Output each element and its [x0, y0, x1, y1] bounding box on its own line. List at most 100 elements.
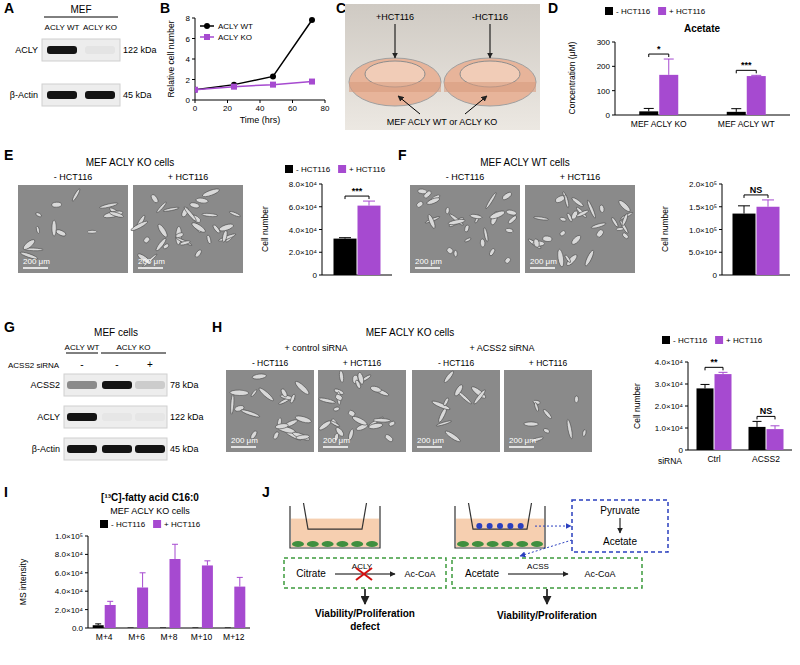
cell	[318, 419, 332, 431]
blot-size-label: 78 kDa	[170, 380, 199, 390]
pathway-box	[452, 558, 642, 588]
cell	[501, 191, 513, 201]
image-label: + HCT116	[343, 358, 382, 368]
y-tick	[685, 450, 688, 451]
y-tick-label: 0	[186, 96, 191, 105]
y-tick-label: 2.0×10⁵	[689, 180, 717, 189]
cell	[322, 541, 334, 547]
cell	[453, 384, 464, 398]
y-tick	[719, 184, 722, 185]
x-tick-label: M+6	[128, 632, 145, 642]
legend-swatch	[715, 336, 723, 344]
image-label: - HCT116	[252, 358, 288, 368]
cell	[36, 226, 40, 234]
scale-label: 200 μm	[231, 436, 258, 445]
legend-swatch	[285, 165, 293, 173]
cell	[586, 200, 597, 219]
error-stem	[705, 384, 706, 388]
x-tick-label: MEF ACLY WT	[718, 119, 775, 129]
legend-swatch	[153, 520, 161, 528]
bar	[105, 605, 116, 628]
cell	[436, 420, 452, 427]
tumor-cell	[497, 523, 503, 529]
source-box	[572, 500, 668, 552]
x-tick	[227, 100, 228, 103]
bracket	[345, 196, 346, 199]
legend-swatch	[100, 520, 108, 528]
y-tick-label: 1.0×10⁴	[655, 424, 684, 433]
bar	[158, 628, 169, 629]
error-cap	[771, 425, 780, 426]
x-axis-label: Time (hrs)	[240, 115, 281, 125]
y-tick-label: 0.0	[72, 624, 84, 633]
error-bar	[719, 372, 728, 374]
sirna-sign: +	[147, 359, 153, 370]
cell	[542, 408, 552, 419]
cell	[533, 216, 548, 221]
micrograph: 200 μm	[18, 185, 128, 273]
bracket	[668, 54, 669, 57]
error-bar	[753, 421, 762, 427]
scale-label: 200 μm	[415, 257, 442, 266]
blot-row-label: β-Actin	[10, 90, 38, 100]
plot-area	[639, 59, 766, 115]
figure: ABCDEFGHIJACLY122 kDaβ-Actin45 kDaMEFACL…	[0, 0, 800, 665]
cell	[191, 221, 207, 234]
line-chart: 02468020406080Time (hrs)Relative cell nu…	[166, 14, 330, 125]
micrograph-bg	[18, 185, 128, 273]
photo-label: +HCT116	[376, 12, 414, 22]
cell	[52, 220, 56, 236]
micrograph-bg	[525, 185, 635, 273]
chart-subtitle: MEF ACLY KO cells	[110, 506, 190, 516]
group-rule	[66, 353, 98, 354]
band	[85, 46, 115, 54]
cell	[55, 229, 67, 238]
y-tick	[719, 229, 722, 230]
legend: ACLY WTACLY KO	[200, 22, 253, 42]
bar	[358, 206, 381, 275]
chart-title: [¹³C]-fatty acid C16:0	[101, 492, 199, 503]
y-tick-label: 3.0×10⁴	[655, 380, 684, 389]
significance-label: **	[710, 357, 718, 367]
cell	[483, 227, 489, 242]
cell	[534, 402, 540, 412]
cell	[87, 230, 96, 233]
error-bar	[225, 628, 231, 629]
band	[67, 381, 97, 389]
significance	[757, 416, 775, 419]
error-cap	[95, 623, 101, 624]
well	[290, 506, 380, 548]
blot-row-label: ACSS2	[30, 380, 60, 390]
cell	[617, 199, 631, 213]
medium	[291, 519, 379, 547]
x-tick-label: MEF ACLY KO	[631, 119, 687, 129]
cell	[384, 433, 394, 442]
tumor-cell	[507, 523, 513, 529]
cell	[524, 422, 539, 426]
y-tick-label: 0	[606, 111, 611, 120]
panel-letter: G	[4, 319, 15, 335]
cell	[206, 235, 211, 245]
cell	[351, 541, 363, 547]
y-tick-label: 200	[597, 62, 611, 71]
bracket	[768, 195, 769, 198]
cell	[370, 385, 382, 393]
error-bar	[701, 384, 710, 388]
photo-bg	[345, 4, 540, 130]
cell	[99, 202, 118, 209]
outcome: defect	[350, 621, 380, 632]
panel-letter: B	[160, 0, 170, 16]
metabolite: Acetate	[465, 568, 499, 579]
error-bar	[771, 426, 780, 429]
legend-label: ACLY KO	[218, 33, 252, 42]
x-tick-label: 20	[223, 104, 232, 113]
bracket	[757, 416, 758, 419]
cell	[470, 213, 483, 219]
legend-label: + HCT116	[164, 520, 201, 529]
insert	[304, 503, 367, 529]
blot-header: MEF cells	[94, 327, 138, 338]
marker	[270, 82, 276, 88]
blot-header: MEF	[70, 4, 91, 15]
scale-bar	[323, 446, 348, 448]
metabolite: Acetate	[603, 536, 637, 547]
